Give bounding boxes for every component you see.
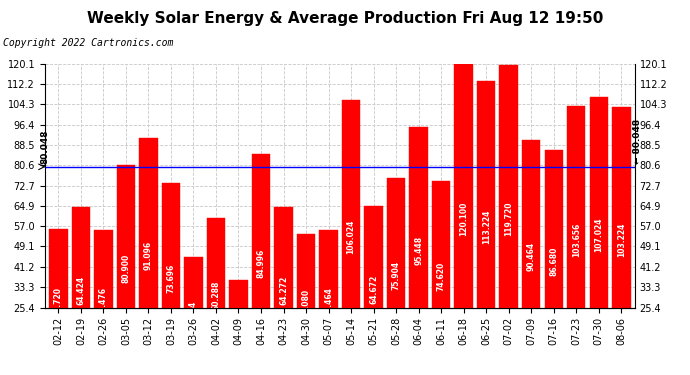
Text: 74.620: 74.620 xyxy=(437,262,446,291)
Bar xyxy=(567,106,586,373)
Text: Weekly Solar Energy & Average Production Fri Aug 12 19:50: Weekly Solar Energy & Average Production… xyxy=(87,11,603,26)
Bar xyxy=(297,234,315,373)
Text: 106.024: 106.024 xyxy=(346,219,355,254)
Text: 80.048: 80.048 xyxy=(41,130,50,164)
Text: 91.096: 91.096 xyxy=(144,241,153,270)
Text: 75.904: 75.904 xyxy=(392,261,401,290)
Text: 80.900: 80.900 xyxy=(121,254,130,284)
Bar xyxy=(477,81,495,373)
Bar xyxy=(544,150,563,373)
Text: 119.720: 119.720 xyxy=(504,201,513,236)
Bar xyxy=(139,138,157,373)
Text: 84.996: 84.996 xyxy=(257,249,266,278)
Bar xyxy=(94,230,112,373)
Text: 73.696: 73.696 xyxy=(166,263,175,292)
Bar xyxy=(117,165,135,373)
Bar xyxy=(364,206,383,373)
Text: ← 80.048: ← 80.048 xyxy=(633,119,642,164)
Text: 95.448: 95.448 xyxy=(414,236,423,265)
Bar xyxy=(589,98,608,373)
Text: 35.920: 35.920 xyxy=(234,312,243,341)
Text: 55.464: 55.464 xyxy=(324,287,333,316)
Text: 44.864: 44.864 xyxy=(189,300,198,330)
Bar xyxy=(184,257,203,373)
Bar xyxy=(275,207,293,373)
Text: 55.720: 55.720 xyxy=(54,286,63,316)
Text: 113.224: 113.224 xyxy=(482,210,491,244)
Text: 60.288: 60.288 xyxy=(211,280,221,310)
Bar xyxy=(229,280,248,373)
Bar xyxy=(612,107,631,373)
Bar xyxy=(49,230,68,373)
Bar xyxy=(161,183,180,373)
Text: 90.464: 90.464 xyxy=(526,242,535,271)
Bar xyxy=(319,230,338,373)
Bar xyxy=(455,64,473,373)
Text: 55.476: 55.476 xyxy=(99,287,108,316)
Text: 86.680: 86.680 xyxy=(549,247,558,276)
Text: 64.272: 64.272 xyxy=(279,276,288,305)
Bar xyxy=(409,127,428,373)
Text: 54.080: 54.080 xyxy=(302,289,310,318)
Text: 103.224: 103.224 xyxy=(617,223,626,257)
Text: 64.672: 64.672 xyxy=(369,275,378,304)
Bar xyxy=(72,207,90,373)
Bar xyxy=(387,177,405,373)
Text: 107.024: 107.024 xyxy=(594,218,603,252)
Bar xyxy=(432,181,451,373)
Bar xyxy=(522,140,540,373)
Text: 103.656: 103.656 xyxy=(572,222,581,256)
Bar xyxy=(342,100,360,373)
Text: 120.100: 120.100 xyxy=(459,201,469,236)
Text: Copyright 2022 Cartronics.com: Copyright 2022 Cartronics.com xyxy=(3,38,174,48)
Bar xyxy=(252,154,270,373)
Bar xyxy=(500,65,518,373)
Text: 64.424: 64.424 xyxy=(77,275,86,304)
Bar xyxy=(207,218,225,373)
